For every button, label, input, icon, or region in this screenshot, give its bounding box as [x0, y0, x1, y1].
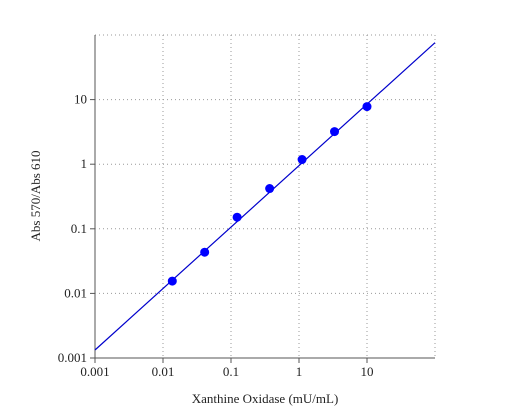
x-tick-label: 0.1 — [223, 364, 239, 379]
data-point — [265, 184, 275, 194]
y-tick-label: 0.001 — [58, 350, 87, 365]
y-tick-label: 10 — [74, 92, 87, 107]
x-tick-label: 10 — [361, 364, 374, 379]
x-tick-label: 1 — [296, 364, 303, 379]
y-tick-label: 0.01 — [64, 285, 87, 300]
data-point — [167, 276, 177, 286]
data-point — [297, 155, 307, 165]
x-tick-label: 0.001 — [80, 364, 109, 379]
fit-line — [94, 42, 436, 351]
data-point — [362, 102, 372, 112]
y-tick-label: 0.1 — [71, 221, 87, 236]
y-axis-label: Abs 570/Abs 610 — [28, 150, 43, 241]
data-point — [200, 247, 210, 257]
y-tick-label: 1 — [81, 156, 88, 171]
x-axis-label: Xanthine Oxidase (mU/mL) — [192, 391, 339, 406]
data-point — [232, 212, 242, 222]
x-tick-label: 0.01 — [152, 364, 175, 379]
data-point — [330, 127, 340, 137]
